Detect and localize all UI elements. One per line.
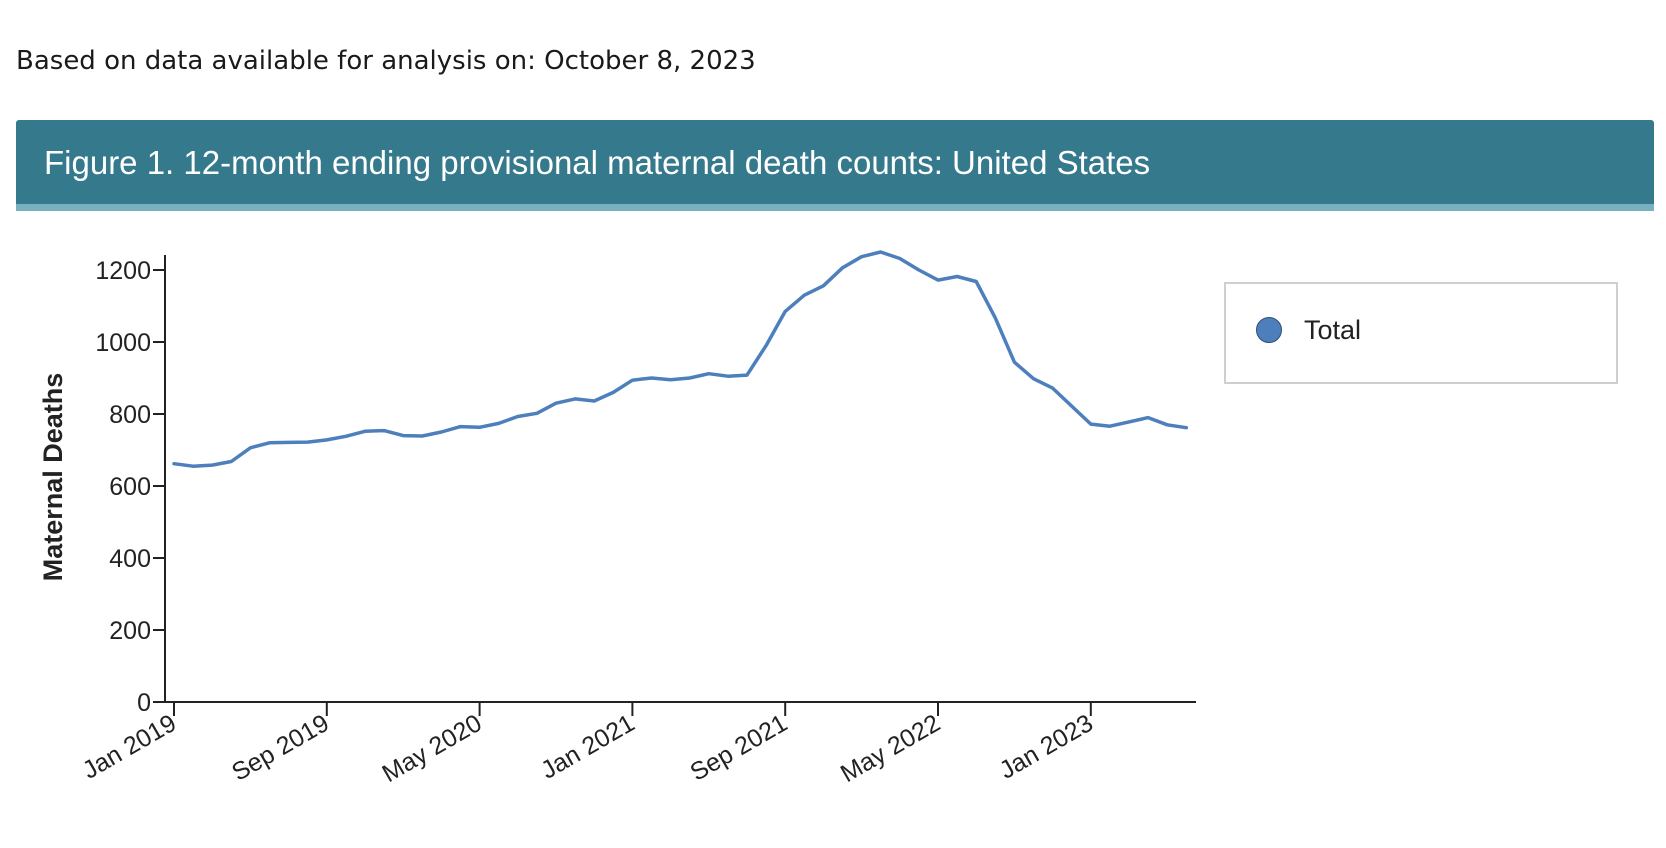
y-tick-label: 400 bbox=[109, 545, 151, 573]
y-tick-label: 1000 bbox=[95, 329, 151, 357]
legend-swatch-total bbox=[1256, 317, 1282, 343]
x-tick-label: Sep 2021 bbox=[685, 709, 792, 787]
y-axis-label: Maternal Deaths bbox=[38, 373, 68, 582]
series-layer bbox=[172, 250, 1189, 468]
y-tick-label: 600 bbox=[109, 473, 151, 501]
x-tick-label: Jan 2019 bbox=[78, 709, 181, 785]
figure-header: Figure 1. 12-month ending provisional ma… bbox=[16, 120, 1654, 211]
x-tick-label: May 2020 bbox=[378, 709, 487, 788]
y-tick-label: 200 bbox=[109, 617, 151, 645]
legend-label-total: Total bbox=[1304, 315, 1362, 345]
x-tick-label: Sep 2019 bbox=[227, 709, 334, 787]
data-availability-note: Based on data available for analysis on:… bbox=[16, 46, 756, 76]
legend: Total bbox=[1224, 282, 1618, 384]
figure-title: Figure 1. 12-month ending provisional ma… bbox=[44, 144, 1151, 181]
series-line-total bbox=[172, 250, 1189, 468]
y-tick-label: 0 bbox=[137, 689, 151, 717]
y-axis: 0 200 400 600 800 1000 1200 bbox=[95, 255, 166, 717]
x-tick-label: May 2022 bbox=[836, 709, 945, 788]
y-tick-label: 1200 bbox=[95, 257, 151, 285]
x-tick-label: Jan 2021 bbox=[536, 709, 639, 785]
x-tick-label: Jan 2023 bbox=[995, 709, 1098, 785]
y-tick-label: 800 bbox=[109, 401, 151, 429]
x-axis: Jan 2019 Sep 2019 May 2020 Jan 2021 Sep 2021… bbox=[78, 701, 1196, 788]
